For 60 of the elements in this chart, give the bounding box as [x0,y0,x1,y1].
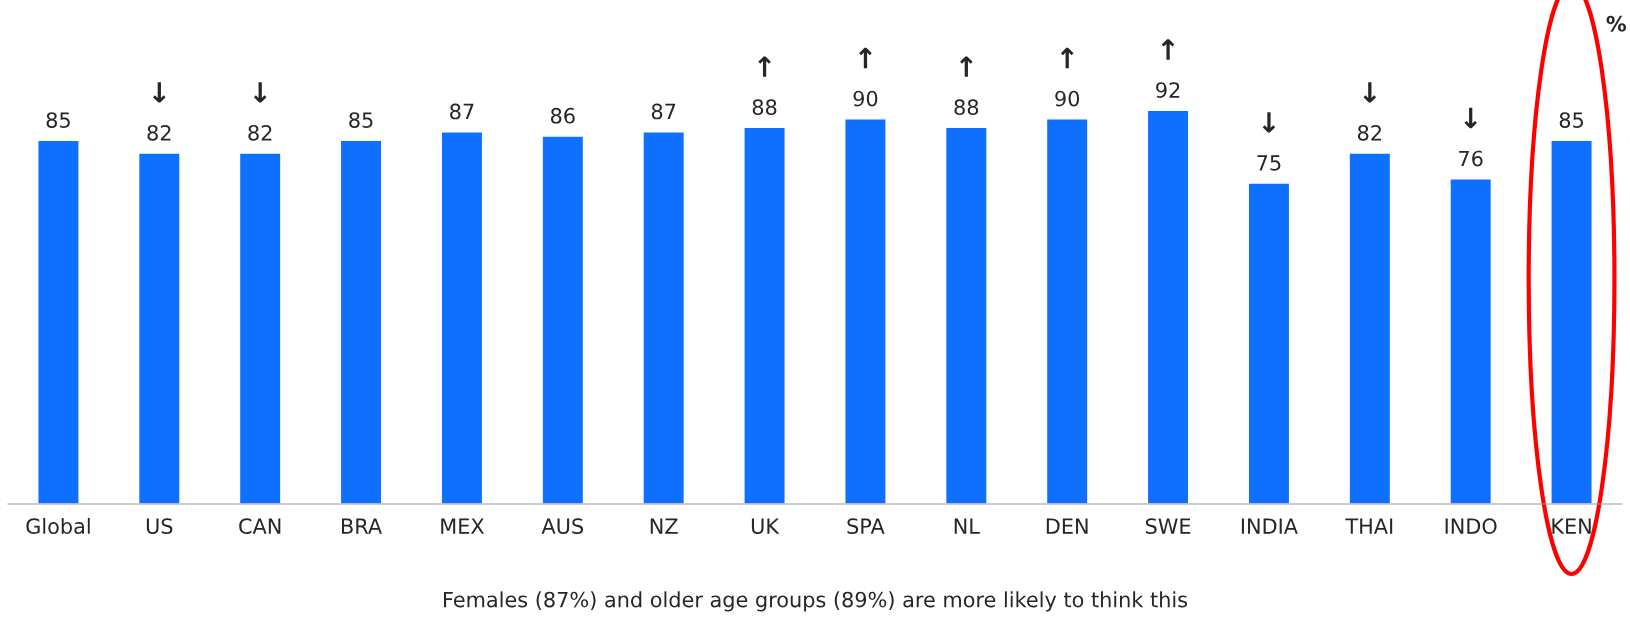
bar [541,135,585,504]
x-tick-label: KEN [1552,518,1591,534]
bar [642,131,686,504]
bar [1449,178,1493,504]
x-tick-label: SPA [847,518,885,535]
annotation: ↑ [1161,39,1175,60]
bar [743,126,786,504]
bar [37,139,80,504]
x-tick-label: US [146,518,173,535]
data-label: 82 [1357,124,1381,141]
bar [339,139,383,504]
data-label: 88 [752,99,777,116]
x-tick-label: INDO [1445,518,1497,535]
annotation: ↓ [153,82,166,103]
data-label: 88 [954,99,979,116]
x-tick-label: BRA [342,518,382,534]
data-label: 85 [46,112,70,128]
annotation: ↓ [1464,107,1477,129]
data-label: 90 [853,90,878,107]
bar [1146,109,1190,504]
data-label: 82 [248,124,272,141]
bar [944,126,988,504]
bar [440,131,484,504]
bar [1247,182,1291,504]
x-tick-label: NL [954,518,980,534]
annotation: ↑ [859,47,872,69]
bar [1348,152,1392,504]
data-label: 75 [1257,155,1281,171]
annotation: ↑ [960,56,973,77]
data-label: 82 [147,124,171,141]
bar [844,118,887,504]
annotation: ↓ [253,82,267,103]
x-tick-label: NZ [650,518,678,534]
data-label: 85 [349,112,373,128]
annotation: ↑ [758,56,771,77]
text: % [1606,15,1627,32]
bar [238,152,282,504]
annotation: ↓ [1363,82,1377,103]
data-label: 92 [1156,82,1180,98]
data-label: 87 [450,103,474,120]
bar [1550,139,1593,504]
x-tick-label: THAI [1345,518,1393,534]
x-tick-label: SWE [1145,518,1191,535]
x-tick-label: Global [26,517,90,535]
bar [1045,118,1089,504]
bar [137,152,181,504]
x-tick-label: CAN [239,518,281,535]
x-tick-label: INDIA [1241,518,1298,534]
annotation: ↑ [1060,47,1074,69]
x-tick-label: MEX [441,518,484,534]
text: Females (87%) and older age groups (89%) are more likely to think this [444,591,1188,612]
data-label: 76 [1459,150,1483,167]
data-label: 86 [550,107,575,124]
annotation: ↓ [1262,112,1276,133]
x-tick-label: AUS [541,518,584,535]
data-label: 85 [1559,112,1583,128]
x-tick-label: DEN [1046,518,1088,534]
x-tick-label: UK [751,518,780,535]
data-label: 87 [651,103,676,120]
data-label: 90 [1055,90,1080,107]
